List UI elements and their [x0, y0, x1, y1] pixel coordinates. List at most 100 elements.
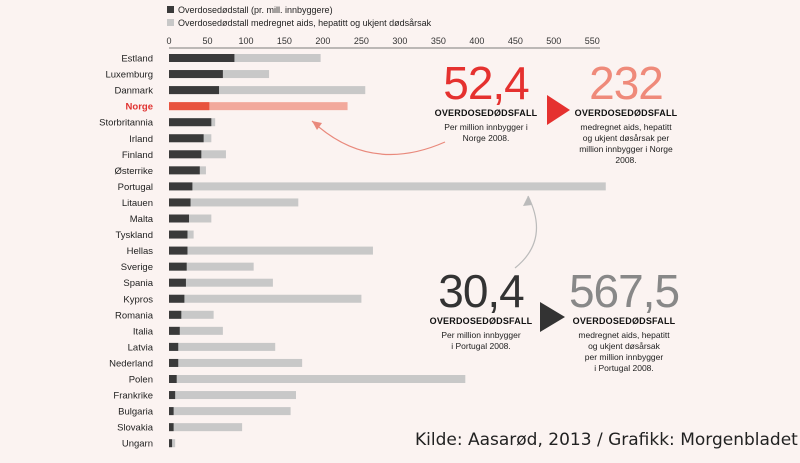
callout-norway-base-sub: Per million innbygger i Norge 2008. [444, 122, 528, 143]
callout-portugal-base-sub: Per million innbygger i Portugal 2008. [441, 330, 521, 351]
callout-portugal-total: 567,5 OVERDOSEDØDSFALL medregnet aids, h… [565, 268, 683, 374]
callout-norway-total-value: 232 [589, 57, 664, 109]
bar-total [169, 102, 348, 111]
callout-portugal-base: 30,4 OVERDOSEDØDSFALL Per million innbyg… [425, 268, 537, 352]
category-label: Malta [130, 214, 154, 225]
bar-total [169, 54, 321, 62]
category-label: Luxemburg [105, 70, 153, 81]
bar-total [169, 358, 303, 367]
bar-total [169, 326, 223, 335]
callout-portugal-total-value: 567,5 [568, 265, 680, 317]
category-label: Litauen [122, 198, 153, 209]
bar-total [169, 342, 276, 351]
callout-portugal-base-caption: OVERDOSEDØDSFALL [429, 316, 533, 326]
arrow-portugal [540, 302, 565, 332]
bar-base [169, 358, 179, 367]
category-label: Finland [122, 150, 153, 161]
category-label: Tyskland [116, 230, 154, 241]
bar-total [169, 310, 214, 319]
bar-base [169, 182, 193, 191]
legend-label-total: Overdosedødstall medregnet aids, hepatit… [178, 18, 432, 28]
category-label: Estland [121, 54, 153, 65]
bar-total [169, 423, 243, 432]
bar-total [169, 294, 362, 303]
bar-total [169, 182, 606, 191]
callout-norway-total: 232 OVERDOSEDØDSFALL medregnet aids, hep… [570, 60, 682, 166]
bar-base [169, 70, 223, 79]
x-tick-label: 550 [585, 36, 600, 46]
x-tick-label: 100 [238, 36, 253, 46]
category-label: Østerrike [114, 166, 153, 177]
bar-base [169, 391, 176, 400]
legend-swatch-light [167, 19, 174, 26]
bar-total [169, 198, 299, 207]
bar-base [169, 342, 179, 351]
category-label: Kypros [123, 294, 153, 305]
x-tick-label: 250 [354, 36, 369, 46]
bar-total [169, 375, 466, 383]
category-label: Norge [126, 102, 153, 113]
bar-base [169, 230, 188, 239]
source-credit: Kilde: Aasarød, 2013 / Grafikk: Morgenbl… [415, 430, 798, 450]
category-label: Romania [115, 310, 154, 321]
x-axis: 0 50 100 150 200 250 300 350 400 450 500 550 [166, 36, 600, 49]
bar-base [169, 294, 185, 303]
arrow-norway [547, 95, 570, 125]
connector-norway [311, 120, 446, 156]
bar-total [169, 391, 296, 400]
x-tick-label: 400 [469, 36, 484, 46]
bar-base [169, 278, 186, 287]
legend-label-base: Overdosedødstall (pr. mill. innbyggere) [178, 5, 333, 15]
x-tick-label: 0 [166, 36, 171, 46]
connector-portugal-arrowhead [523, 196, 532, 206]
bar-total [169, 407, 291, 416]
bar-base [169, 246, 188, 255]
category-label: Italia [133, 326, 154, 337]
category-label: Hellas [127, 246, 154, 257]
category-label: Spania [123, 278, 153, 289]
bar-base [169, 198, 191, 207]
bar-base [169, 262, 187, 271]
callout-portugal-total-caption: OVERDOSEDØDSFALL [572, 316, 676, 326]
bar-total [169, 278, 273, 287]
legend: Overdosedødstall (pr. mill. innbyggere) … [167, 5, 432, 28]
category-label: Storbritannia [99, 118, 154, 129]
bar-base [169, 86, 220, 95]
category-label: Slovakia [117, 423, 154, 434]
category-label: Sverige [121, 262, 153, 273]
x-tick-label: 150 [277, 36, 292, 46]
callout-portugal-total-sub: medregnet aids, hepatitt og ukjent døsår… [578, 330, 670, 373]
category-label: Irland [129, 134, 153, 145]
x-tick-label: 200 [315, 36, 330, 46]
connector-norway-arrowhead [312, 121, 322, 130]
category-label: Frankrike [113, 391, 153, 402]
bar-base [169, 407, 174, 416]
bars [169, 54, 606, 448]
bar-base [169, 439, 173, 448]
bar-base [169, 375, 177, 383]
bar-total [169, 214, 212, 223]
category-label: Portugal [118, 182, 153, 193]
connector-portugal [514, 195, 538, 269]
category-labels: Estland Luxemburg Danmark Norge Storbritanni… [99, 54, 154, 450]
bar-base [169, 102, 210, 111]
category-label: Latvia [128, 342, 154, 353]
bar-total [169, 262, 254, 271]
callout-norway-base-caption: OVERDOSEDØDSFALL [434, 108, 538, 118]
bar-total [169, 246, 373, 255]
x-tick-label: 50 [202, 36, 212, 46]
category-label: Nederland [109, 358, 153, 369]
x-tick-label: 500 [546, 36, 561, 46]
bar-base [169, 310, 182, 319]
callout-norway-total-sub: medregnet aids, hepatitt og ukjent døsår… [579, 122, 673, 165]
x-tick-label: 450 [508, 36, 523, 46]
bar-base [169, 166, 200, 175]
category-label: Polen [129, 375, 153, 386]
legend-swatch-dark [167, 6, 174, 13]
bar-base [169, 118, 212, 127]
category-label: Ungarn [122, 439, 153, 450]
category-label: Danmark [114, 86, 153, 97]
callout-norway-total-caption: OVERDOSEDØDSFALL [574, 108, 678, 118]
bar-base [169, 214, 190, 223]
